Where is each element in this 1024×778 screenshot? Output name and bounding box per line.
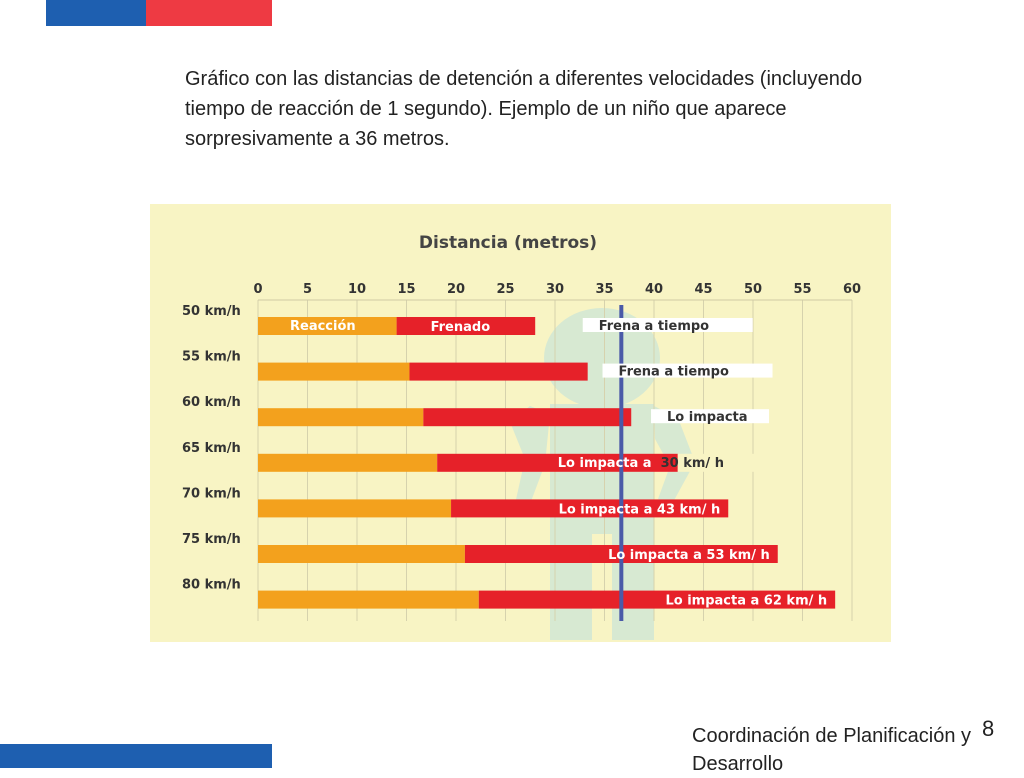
header-flag-blue	[46, 0, 146, 26]
annotation-label: Lo impacta a 43 km/ h	[559, 502, 721, 517]
legend-label-reaction: Reacción	[290, 319, 356, 334]
child-silhouette-icon	[510, 308, 695, 640]
x-tick-label: 45	[694, 282, 712, 297]
annotation-label: Lo impacta a 30 km/ h	[558, 456, 724, 471]
reaction-bar	[258, 499, 452, 518]
page-number: 8	[982, 716, 995, 741]
header-flag-red	[146, 0, 272, 26]
category-label: 55 km/h	[182, 350, 241, 365]
annotation-label: Lo impacta	[667, 410, 748, 425]
bars: Reacción Frenado	[258, 305, 836, 621]
reaction-bar	[258, 362, 410, 381]
annotation-box	[651, 409, 770, 424]
intro-text: Gráfico con las distancias de detención …	[185, 68, 863, 150]
x-tick-label: 5	[303, 282, 312, 297]
reaction-bar	[258, 408, 424, 427]
category-label: 80 km/h	[182, 578, 241, 593]
category-labels: 50 km/h 55 km/h 60 km/h 65 km/h 70 km/h 75 km…	[182, 304, 241, 593]
reaction-bar	[258, 590, 479, 609]
annotations: Frena a tiempo Frena a tiempo Lo impacta Lo…	[558, 318, 827, 609]
chart-svg: Reacción Frenado 0 5 10 15 20 25 30 35 40 45 50 55 60…	[150, 204, 891, 642]
reaction-bar	[258, 545, 465, 563]
braking-bar	[409, 362, 588, 381]
x-tick-label: 30	[546, 282, 564, 297]
x-ticks: 0 5 10 15 20 25 30 35 40 45 50 55 60	[253, 282, 861, 297]
annotation-label: Frena a tiempo	[599, 319, 709, 334]
legend-label-braking: Frenado	[431, 320, 491, 335]
x-tick-label: 25	[496, 282, 514, 297]
braking-bar	[423, 408, 632, 427]
x-tick-label: 60	[843, 282, 861, 297]
category-label: 60 km/h	[182, 395, 241, 410]
x-tick-label: 0	[253, 282, 262, 297]
annotation-label: Lo impacta a 53 km/ h	[608, 548, 770, 563]
chart-title: Distancia (metros)	[419, 233, 597, 253]
annotation-box	[582, 318, 753, 332]
category-label: 70 km/h	[182, 486, 241, 501]
category-label: 50 km/h	[182, 304, 241, 319]
reaction-bar	[258, 317, 397, 335]
braking-bar	[451, 499, 729, 518]
stopping-distance-chart: Reacción Frenado 0 5 10 15 20 25 30 35 40 45 50 55 60…	[150, 204, 891, 642]
x-tick-label: 15	[397, 282, 415, 297]
x-tick-label: 20	[447, 282, 465, 297]
annotation-label: Lo impacta a 62 km/ h	[665, 594, 827, 609]
braking-bar	[396, 317, 536, 335]
annotation-box	[602, 363, 773, 378]
x-tick-label: 10	[348, 282, 366, 297]
category-label: 75 km/h	[182, 532, 241, 547]
x-tick-label: 35	[595, 282, 613, 297]
reaction-bar	[258, 453, 438, 472]
x-tick-label: 55	[793, 282, 811, 297]
footer-flag-blue	[0, 744, 272, 768]
annotation-label: Frena a tiempo	[619, 365, 729, 380]
x-tick-label: 50	[744, 282, 762, 297]
category-label: 65 km/h	[182, 441, 241, 456]
braking-bar	[478, 590, 836, 609]
braking-bar	[437, 453, 678, 472]
footer-organization: Coordinación de Planificación y Desarrol…	[692, 725, 972, 775]
annotation-overflow-bg	[677, 453, 762, 472]
x-tick-label: 40	[645, 282, 663, 297]
